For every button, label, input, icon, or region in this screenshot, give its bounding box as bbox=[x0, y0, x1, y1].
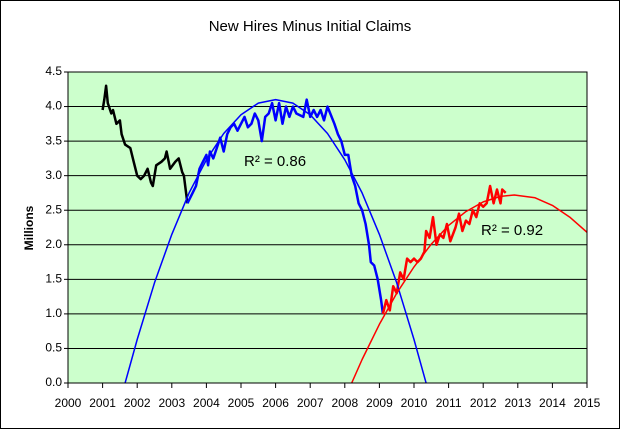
plot-border bbox=[67, 71, 588, 384]
x-tick-label: 2001 bbox=[89, 396, 116, 410]
chart-title: New Hires Minus Initial Claims bbox=[209, 18, 412, 35]
y-tick-label: 0.5 bbox=[45, 341, 62, 355]
x-tick-label: 2011 bbox=[436, 396, 462, 410]
x-tick-label: 2009 bbox=[366, 396, 393, 410]
annotation: R² = 0.86 bbox=[244, 153, 306, 170]
x-tick-label: 2015 bbox=[574, 396, 601, 410]
y-tick-label: 3.5 bbox=[45, 133, 62, 147]
x-tick-label: 2002 bbox=[124, 396, 151, 410]
x-tick-label: 2003 bbox=[158, 396, 185, 410]
y-tick-label: 2.5 bbox=[45, 202, 62, 216]
annotation: R² = 0.92 bbox=[481, 222, 543, 239]
y-tick-label: 4.5 bbox=[45, 64, 62, 78]
y-axis-label: Millions bbox=[22, 205, 36, 250]
x-tick-label: 2008 bbox=[331, 396, 358, 410]
plot-background bbox=[68, 72, 587, 383]
y-tick-label: 0.0 bbox=[45, 375, 62, 389]
series-line bbox=[381, 184, 507, 315]
x-tick-label: 2013 bbox=[504, 396, 531, 410]
x-tick-label: 2000 bbox=[55, 396, 82, 410]
x-tick-label: 2014 bbox=[539, 396, 566, 410]
series-line bbox=[124, 98, 427, 383]
y-tick-label: 4.0 bbox=[45, 99, 62, 113]
x-tick-label: 2005 bbox=[228, 396, 255, 410]
x-tick-label: 2012 bbox=[470, 396, 497, 410]
series-line bbox=[351, 194, 587, 383]
series-line bbox=[101, 84, 189, 204]
plot-area: 0.0 0.5 1.0 1.5 2.0 2.5 3.0 3.5 4.0 4.5 2000 2001 20… bbox=[45, 64, 600, 410]
y-tick-label: 3.0 bbox=[45, 168, 62, 182]
x-tick-label: 2010 bbox=[401, 396, 428, 410]
x-tick-label: 2004 bbox=[193, 396, 220, 410]
y-tick-label: 2.0 bbox=[45, 237, 62, 251]
series-line bbox=[186, 98, 385, 315]
y-tick-label: 1.0 bbox=[45, 306, 62, 320]
x-tick-label: 2007 bbox=[297, 396, 324, 410]
y-tick-label: 1.5 bbox=[45, 272, 62, 286]
x-tick-label: 2006 bbox=[262, 396, 289, 410]
